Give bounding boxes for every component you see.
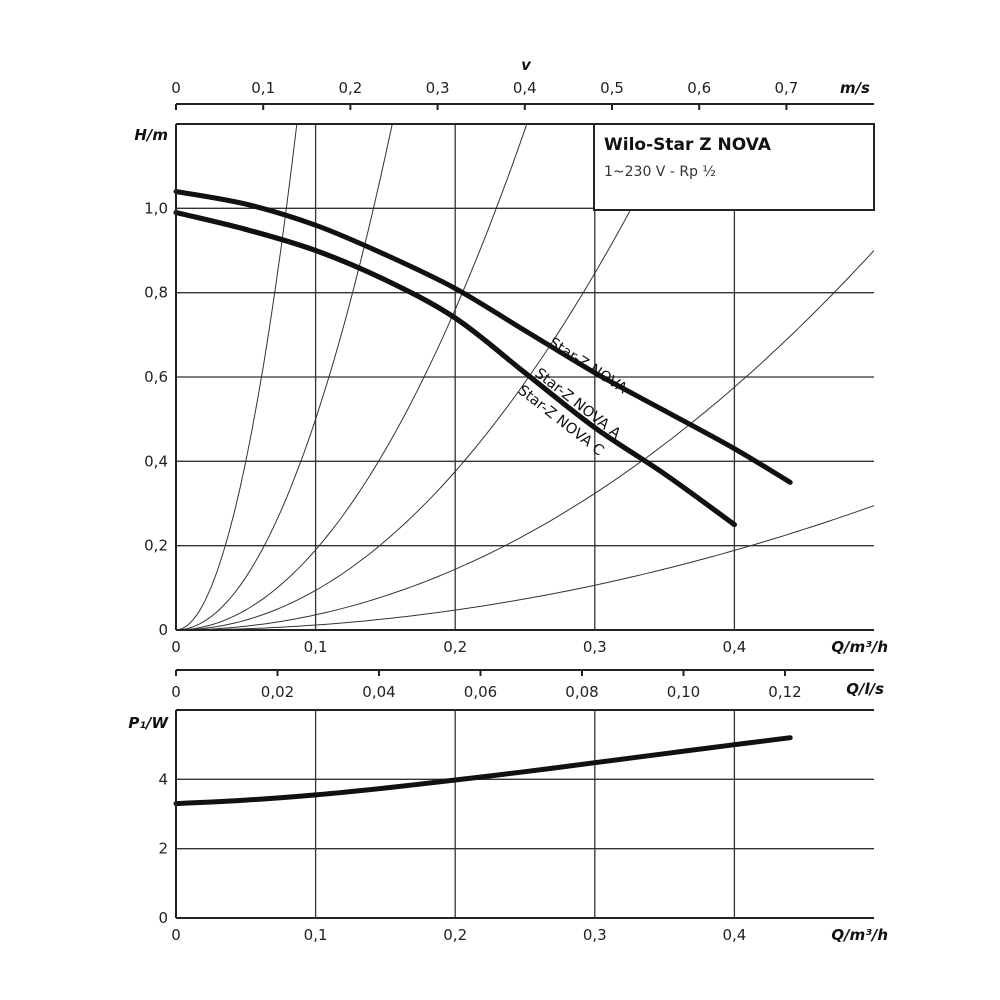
flow-ls-axis-unit: Q/l/s <box>846 680 884 698</box>
power-y-tick: 4 <box>158 770 168 788</box>
system-curve <box>176 124 676 630</box>
head-x-tick: 0,2 <box>443 638 467 656</box>
system-curve <box>176 124 528 630</box>
system-curve <box>176 124 393 630</box>
chart-subtitle: 1~230 V - Rp ½ <box>604 164 716 180</box>
head-y-tick: 0 <box>158 621 168 639</box>
velocity-axis: 0 0,1 0,2 0,3 0,4 0,5 0,6 0,7 v m/s <box>171 56 874 110</box>
head-x-axis-label: Q/m³/h <box>831 638 888 656</box>
power-chart: P₁/W Q/m³/h 0 0,1 0,2 0,3 0,4 0 2 4 <box>128 709 888 944</box>
curve-star-z-nova <box>173 189 793 485</box>
system-curve <box>176 124 298 630</box>
flow-ls-tick: 0,10 <box>667 683 700 701</box>
head-y-tick: 0,2 <box>144 537 168 555</box>
flow-ls-tick: 0,12 <box>768 683 801 701</box>
power-x-tick: 0,4 <box>722 926 746 944</box>
flow-ls-tick: 0,06 <box>464 683 497 701</box>
flow-ls-tick: 0,02 <box>261 683 294 701</box>
head-y-tick: 0,8 <box>144 284 168 302</box>
head-y-tick: 1,0 <box>144 199 168 217</box>
power-x-tick: 0,3 <box>583 926 607 944</box>
power-curve <box>173 735 793 807</box>
head-x-tick: 0,4 <box>722 638 746 656</box>
chart-title: Wilo-Star Z NOVA <box>604 135 772 155</box>
flow-ls-tick: 0,08 <box>565 683 598 701</box>
flow-ls-axis: 0 0,02 0,04 0,06 0,08 0,10 0,12 Q/l/s <box>171 669 884 701</box>
head-y-tick: 0,6 <box>144 368 168 386</box>
system-curve <box>176 250 874 630</box>
velocity-tick: 0,7 <box>774 79 798 97</box>
head-chart: Wilo-Star Z NOVA 1~230 V - Rp ½ H/m Q/m³… <box>134 123 888 656</box>
flow-ls-tick: 0,04 <box>362 683 395 701</box>
velocity-tick: 0,1 <box>251 79 275 97</box>
velocity-tick: 0,3 <box>426 79 450 97</box>
head-y-axis-label: H/m <box>134 126 168 144</box>
system-curve <box>176 505 874 630</box>
power-y-tick: 0 <box>158 909 168 927</box>
head-x-tick: 0,1 <box>304 638 328 656</box>
head-y-tick: 0,4 <box>144 452 168 470</box>
power-x-tick: 0,2 <box>443 926 467 944</box>
velocity-tick: 0,2 <box>338 79 362 97</box>
power-x-tick: 0,1 <box>304 926 328 944</box>
head-x-tick: 0,3 <box>583 638 607 656</box>
velocity-tick: 0,5 <box>600 79 624 97</box>
flow-ls-tick: 0 <box>171 683 181 701</box>
velocity-tick: 0 <box>171 79 181 97</box>
velocity-axis-unit: m/s <box>840 79 870 97</box>
velocity-tick: 0,4 <box>513 79 537 97</box>
power-y-tick: 2 <box>158 840 168 858</box>
head-x-tick: 0 <box>171 638 181 656</box>
power-y-axis-label: P₁/W <box>128 714 169 732</box>
power-x-axis-label: Q/m³/h <box>831 926 888 944</box>
curve-star-z-nova-c <box>173 210 737 528</box>
velocity-tick: 0,6 <box>687 79 711 97</box>
power-x-tick: 0 <box>171 926 181 944</box>
velocity-axis-label: v <box>521 56 532 74</box>
title-box: Wilo-Star Z NOVA 1~230 V - Rp ½ <box>593 123 875 211</box>
